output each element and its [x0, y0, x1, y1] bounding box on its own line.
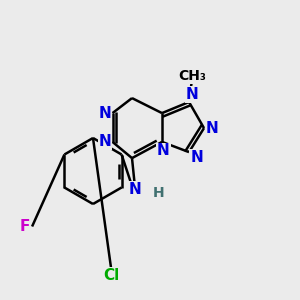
- Text: N: N: [190, 150, 203, 165]
- Text: N: N: [157, 143, 170, 158]
- Text: N: N: [99, 106, 111, 121]
- Text: Cl: Cl: [103, 268, 119, 283]
- Text: N: N: [129, 182, 141, 196]
- Text: N: N: [186, 87, 198, 102]
- Text: CH₃: CH₃: [178, 70, 206, 83]
- Text: F: F: [20, 219, 30, 234]
- Text: N: N: [206, 121, 219, 136]
- Text: H: H: [153, 186, 165, 200]
- Text: N: N: [99, 134, 111, 149]
